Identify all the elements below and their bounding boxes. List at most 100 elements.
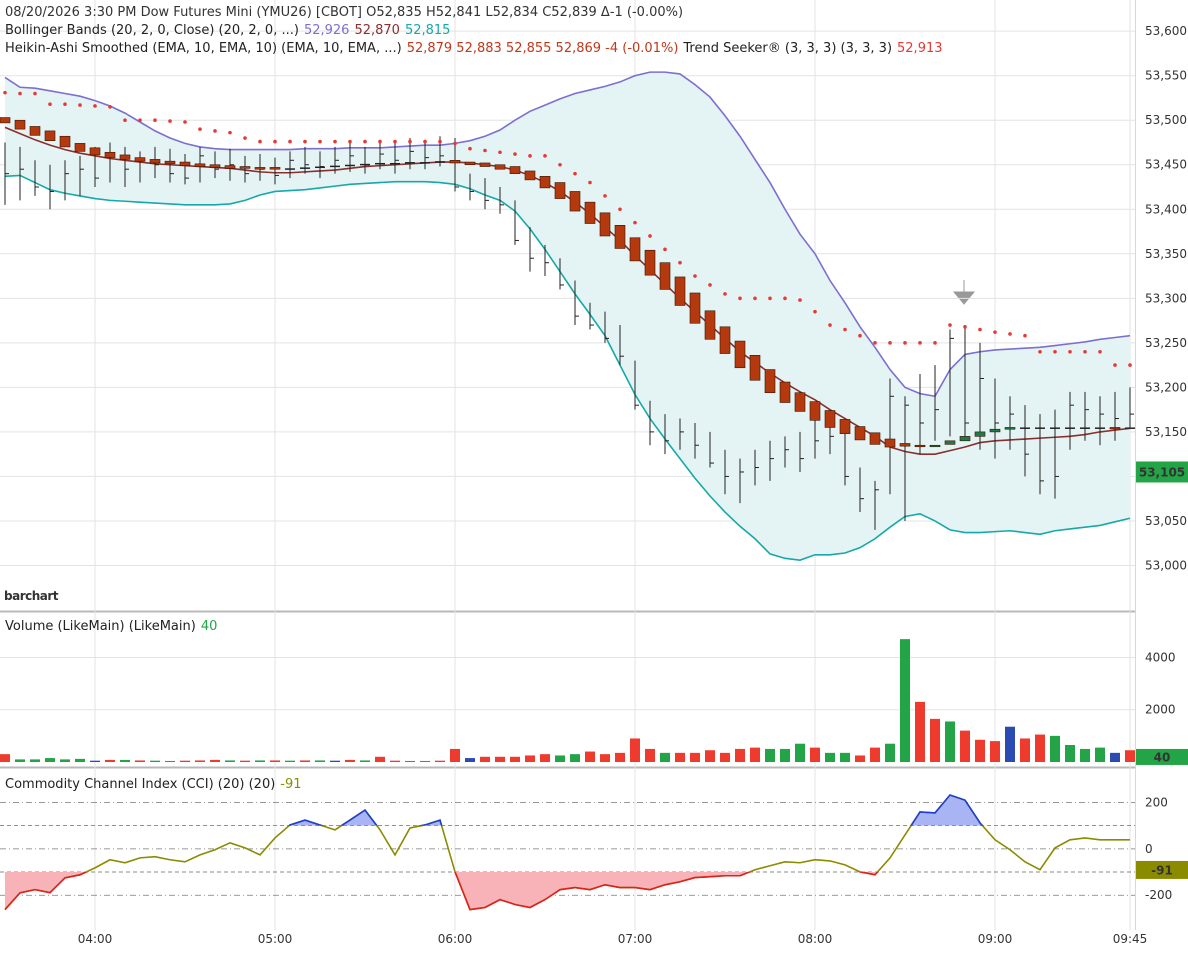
trend-seeker-dot — [768, 296, 772, 301]
trend-seeker-dot — [963, 325, 967, 329]
trend-seeker-dot — [573, 171, 577, 176]
volume-bar — [315, 760, 325, 762]
volume-bar — [555, 755, 565, 762]
volume-bar — [180, 760, 190, 762]
trend-seeker-dot — [498, 150, 502, 155]
trend-seeker-dot — [18, 91, 22, 96]
ha-candle — [209, 164, 221, 168]
ha-candle — [330, 165, 340, 168]
volume-bar — [90, 760, 100, 762]
volume-bar — [900, 639, 910, 762]
y-tick-label: 53,150 — [1145, 425, 1187, 439]
volume-bar — [1080, 748, 1090, 762]
trend-seeker-dot — [1083, 349, 1087, 354]
volume-bar — [195, 760, 205, 762]
volume-bar — [645, 748, 655, 762]
ha-candle — [390, 162, 400, 165]
ha-candle — [345, 164, 355, 167]
chart-header: 08/20/2026 3:30 PM Dow Futures Mini (YMU… — [5, 5, 683, 20]
volume-bar — [405, 760, 415, 762]
cci-line-below — [4, 872, 879, 911]
trend-seeker-dot — [843, 327, 847, 332]
ha-candle — [1004, 427, 1016, 430]
volume-bar — [630, 738, 640, 762]
trend-seeker-dot — [1053, 349, 1057, 354]
volume-bar — [975, 739, 985, 762]
ha-candle — [74, 143, 86, 152]
y-tick-label: 53,500 — [1145, 113, 1187, 127]
volume-bar — [345, 759, 355, 762]
ha-candle — [1080, 427, 1090, 429]
trend-seeker-dot — [738, 296, 742, 301]
volume-bar — [1110, 752, 1120, 762]
trend-seeker-dot — [123, 118, 127, 123]
volume-bar — [225, 760, 235, 762]
trend-seeker-dot — [903, 341, 907, 345]
legend-item: Commodity Channel Index (CCI) (20) (20) — [5, 777, 275, 792]
trend-seeker-dot — [423, 139, 427, 144]
y-tick-label: 200 — [1145, 795, 1168, 809]
trend-seeker-dot — [228, 130, 232, 135]
y-tick-label: 2000 — [1145, 703, 1176, 717]
trend-seeker-dot — [378, 139, 382, 144]
ha-candle — [539, 176, 551, 189]
ha-candle — [554, 182, 566, 199]
volume-bar — [135, 760, 145, 762]
ha-candle — [14, 119, 26, 130]
ha-candle — [659, 262, 671, 290]
trend-seeker-dot — [528, 154, 532, 158]
ha-candle — [974, 431, 986, 437]
volume-bar — [1125, 750, 1135, 762]
ha-candle — [285, 168, 295, 170]
ha-candle — [194, 163, 206, 167]
volume-bar — [15, 759, 25, 762]
legend: Bollinger Bands (20, 2, 0, Close) (20, 2… — [5, 23, 450, 38]
ha-candle — [989, 428, 1001, 433]
ha-candle — [360, 163, 370, 166]
ha-candle — [914, 444, 926, 448]
volume-bar — [690, 752, 700, 762]
ha-candle — [300, 167, 310, 169]
x-tick-label: 09:45 — [1113, 932, 1148, 946]
volume-bar — [720, 752, 730, 762]
ha-candle — [884, 438, 896, 448]
ha-candle — [704, 310, 716, 340]
y-tick-label: 4000 — [1145, 650, 1176, 664]
ha-candle — [674, 276, 686, 306]
legend-item: Bollinger Bands (20, 2, 0, Close) (20, 2… — [5, 23, 299, 38]
volume-bar — [495, 756, 505, 762]
watermark: barchart — [4, 589, 59, 603]
ha-candle — [405, 162, 415, 164]
legend-item: Heikin-Ashi Smoothed (EMA, 10, EMA, 10) … — [5, 41, 402, 56]
ha-candle — [869, 432, 881, 445]
trend-seeker-dot — [468, 146, 472, 151]
trend-seeker-dot — [543, 154, 547, 158]
trend-seeker-dot — [3, 90, 7, 95]
trend-seeker-dot — [1008, 332, 1012, 336]
ha-candle — [779, 381, 791, 403]
trend-seeker-dot — [828, 323, 832, 327]
trend-seeker-dot — [363, 139, 367, 144]
ha-candle — [749, 355, 761, 381]
y-tick-label: 53,200 — [1145, 380, 1187, 394]
legend-item: -91 — [280, 777, 301, 792]
trend-seeker-dot — [318, 139, 322, 144]
trend-seeker-dot — [693, 274, 697, 278]
volume-bar — [330, 760, 340, 762]
ha-candle — [224, 165, 236, 169]
volume-bar — [120, 759, 130, 762]
y-tick-label: 53,550 — [1145, 69, 1187, 83]
value-tag-label: -91 — [1151, 863, 1173, 877]
volume-bar — [825, 752, 835, 762]
ha-candle — [29, 126, 41, 136]
ha-candle — [1109, 427, 1121, 430]
legend-item: 52,926 — [304, 23, 350, 38]
value-tag-label: 40 — [1154, 750, 1171, 764]
volume-bar — [855, 755, 865, 762]
trend-seeker-dot — [798, 298, 802, 302]
x-tick-label: 04:00 — [78, 932, 113, 946]
volume-bar — [960, 730, 970, 762]
trend-seeker-dot — [888, 341, 892, 345]
x-tick-label: 07:00 — [618, 932, 653, 946]
y-tick-label: 53,000 — [1145, 558, 1187, 572]
